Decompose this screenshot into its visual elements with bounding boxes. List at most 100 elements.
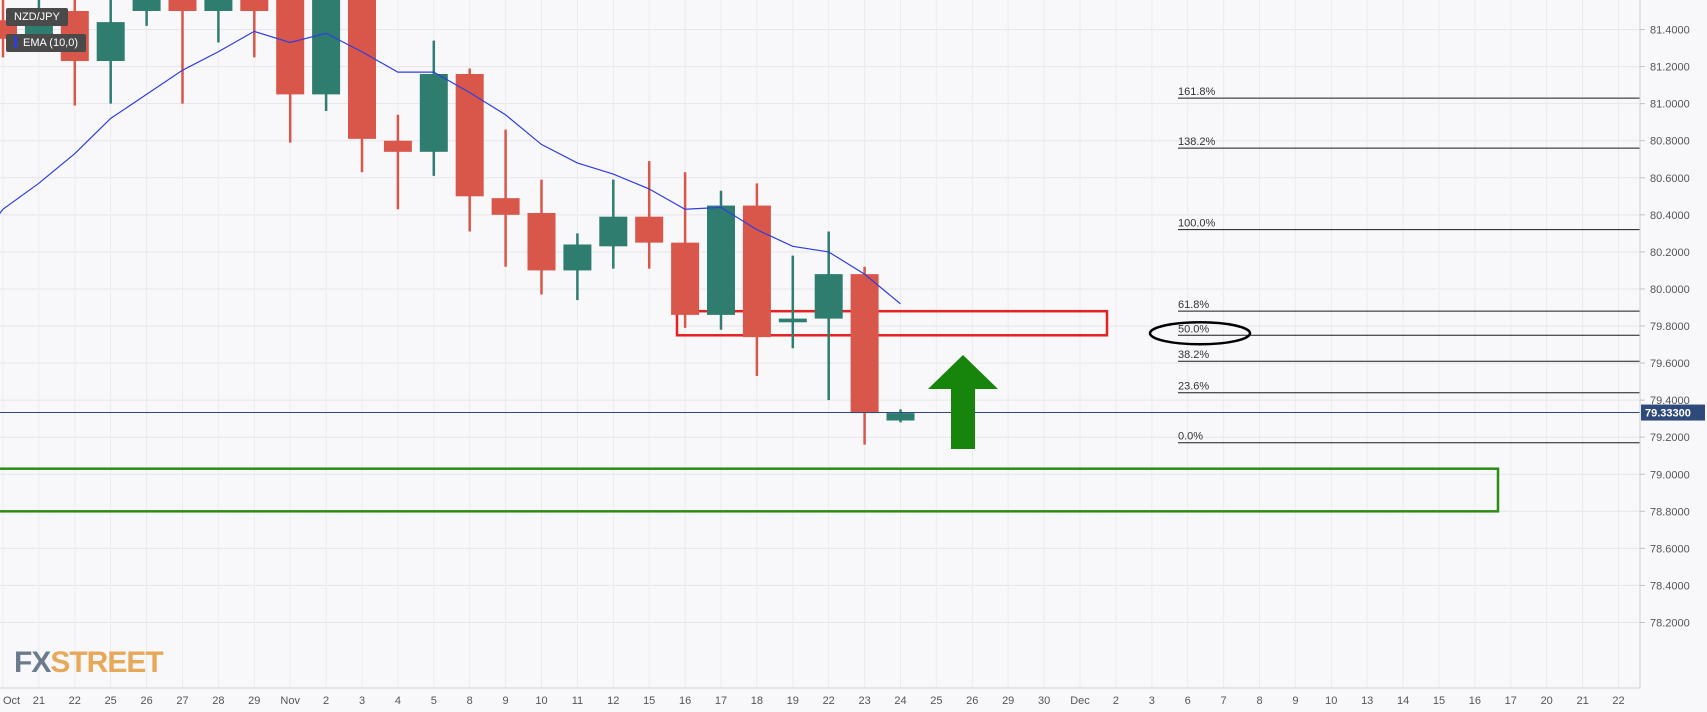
price-tick-label: 78.8000	[1650, 506, 1690, 518]
candlestick-series	[0, 0, 915, 445]
time-tick-label: 14	[1397, 695, 1409, 707]
time-tick-label: 10	[535, 695, 547, 707]
support-zone	[0, 467, 1500, 513]
price-tick-label: 78.2000	[1650, 617, 1690, 629]
price-tick-label: 80.8000	[1650, 136, 1690, 148]
candle	[491, 129, 520, 267]
candle-body	[563, 244, 592, 271]
time-tick-label: 3	[359, 695, 365, 707]
time-tick-label: 2	[1113, 695, 1119, 707]
time-tick-label: 23	[858, 695, 870, 707]
candle-body	[348, 0, 376, 139]
fib-level-label: 100.0%	[1178, 218, 1216, 230]
time-tick-label: 10	[1325, 695, 1337, 707]
time-tick-label: 16	[679, 695, 691, 707]
time-tick-label: 9	[503, 695, 509, 707]
time-tick-label: 9	[1292, 695, 1298, 707]
time-tick-label: 18	[751, 695, 763, 707]
candle-body	[707, 205, 735, 315]
candle	[563, 233, 592, 301]
candle-body	[778, 318, 807, 323]
time-tick-label: Nov	[280, 695, 300, 707]
candle-body	[383, 140, 412, 152]
candle-body	[96, 22, 125, 62]
price-tick-label: 81.4000	[1650, 25, 1690, 37]
indicator-label: EMA (10,0)	[23, 37, 79, 49]
time-tick-label: 21	[1576, 695, 1588, 707]
candle	[240, 0, 269, 58]
candle	[455, 68, 484, 232]
up-arrow	[928, 355, 998, 449]
price-tick-label: 79.0000	[1650, 469, 1690, 481]
time-tick-label: 17	[1505, 695, 1517, 707]
price-tick-label: 79.8000	[1650, 321, 1690, 333]
time-tick-label: 27	[176, 695, 188, 707]
current-price-label: 79.33300	[1645, 408, 1691, 420]
time-tick-label: 25	[930, 695, 942, 707]
time-tick-label: 6	[1185, 695, 1191, 707]
fib-level-label: 138.2%	[1178, 136, 1216, 148]
candle	[635, 161, 664, 269]
time-tick-label: 15	[643, 695, 655, 707]
candle	[742, 183, 771, 377]
candle-body	[527, 212, 556, 271]
time-tick-label: 7	[1221, 695, 1227, 707]
fib-level-label: 61.8%	[1178, 299, 1209, 311]
time-tick-label: 4	[395, 695, 401, 707]
symbol-label: NZD/JPY	[14, 11, 60, 23]
candle	[850, 266, 879, 445]
candle-body	[886, 413, 915, 421]
price-tick-label: 78.4000	[1650, 580, 1690, 592]
time-tick-label: 17	[715, 695, 727, 707]
annotations: 79.33300	[0, 321, 1705, 449]
candle-body	[276, 0, 305, 95]
time-tick-label: 25	[105, 695, 117, 707]
price-axis: 78.2000 78.4000 78.6000 78.8000 79.0000 79.20…	[1640, 25, 1690, 629]
candle	[383, 114, 412, 210]
candle-body	[455, 74, 484, 197]
ema-line	[0, 30, 901, 305]
logo-fx: FX	[14, 646, 51, 679]
price-tick-label: 78.6000	[1650, 543, 1690, 555]
candle-body	[635, 216, 664, 243]
time-tick-label: 2	[323, 695, 329, 707]
candle-body	[240, 0, 269, 12]
fib-level-label: 38.2%	[1178, 349, 1209, 361]
time-tick-label: Dec	[1070, 695, 1090, 707]
time-tick-label: 3	[1149, 695, 1155, 707]
indicator-badge: EMA (10,0)	[6, 34, 87, 52]
time-tick-label: 29	[1002, 695, 1014, 707]
candle	[204, 0, 233, 43]
time-tick-label: 8	[467, 695, 473, 707]
time-tick-label: 8	[1256, 695, 1262, 707]
candle	[168, 0, 197, 104]
candle-body	[850, 274, 879, 414]
time-tick-label: 22	[1612, 695, 1624, 707]
fib-level-label: 0.0%	[1178, 431, 1203, 443]
time-tick-label: 28	[212, 695, 224, 707]
ema-swatch	[14, 36, 17, 48]
candle	[527, 179, 556, 295]
price-tick-label: 79.2000	[1650, 432, 1690, 444]
candle	[96, 0, 125, 104]
candle	[814, 231, 843, 401]
time-tick-label: 13	[1361, 695, 1373, 707]
candle	[886, 409, 915, 423]
candle-body	[599, 216, 628, 247]
fib-level-label: 161.8%	[1178, 86, 1216, 98]
time-tick-label: 12	[607, 695, 619, 707]
time-tick-label: 29	[248, 695, 260, 707]
current-price-tag	[1641, 404, 1705, 421]
candle-body	[814, 274, 843, 319]
time-tick-label: 26	[966, 695, 978, 707]
time-tick-label: 24	[894, 695, 906, 707]
candle-body	[671, 242, 700, 315]
time-tick-label: 15	[1433, 695, 1445, 707]
time-tick-label: 21	[33, 695, 45, 707]
time-tick-label: Oct	[3, 695, 20, 707]
price-tick-label: 79.6000	[1650, 358, 1690, 370]
candle-body	[491, 198, 520, 215]
price-tick-label: 80.0000	[1650, 284, 1690, 296]
candle	[599, 179, 628, 269]
